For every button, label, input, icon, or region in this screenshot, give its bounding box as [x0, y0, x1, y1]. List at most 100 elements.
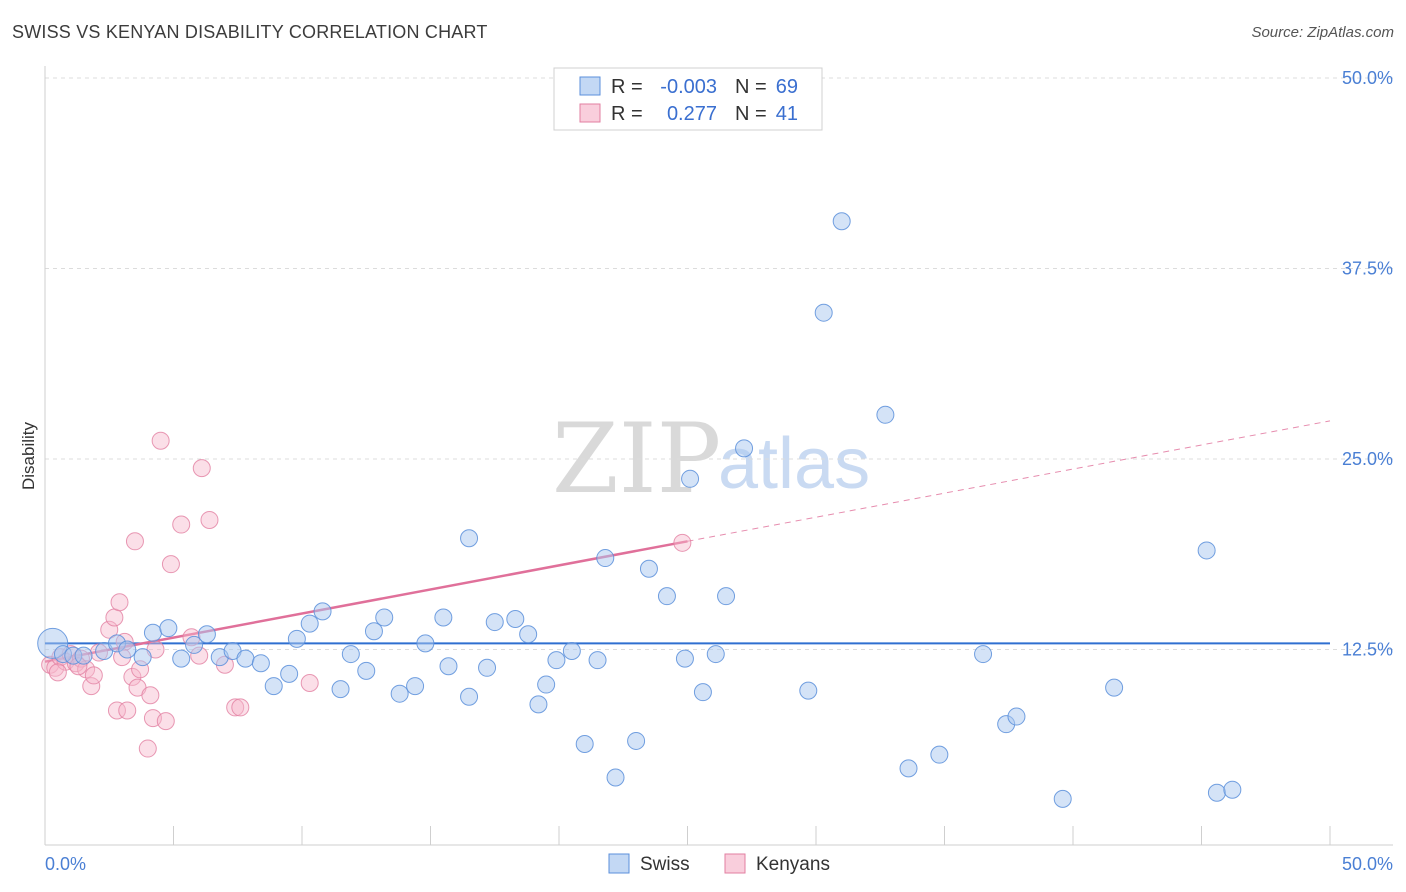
tick-labels: 12.5% 25.0% 37.5% 50.0% 0.0% 50.0% — [45, 68, 1393, 874]
swiss-point — [364, 622, 383, 641]
swiss-point — [899, 759, 918, 778]
kenyan-point — [300, 674, 319, 693]
kenyan-point — [84, 666, 103, 685]
swiss-point — [185, 635, 204, 654]
y-tick-label: 50.0% — [1342, 68, 1393, 88]
legend-r-label-kenyans: R = — [611, 103, 643, 125]
kenyan-point — [107, 701, 126, 720]
swiss-point — [575, 734, 594, 753]
swiss-point — [406, 677, 425, 696]
legend-n-value-kenyans: 41 — [776, 103, 798, 125]
swiss-point — [562, 642, 581, 661]
legend-r-value-swiss: -0.003 — [660, 76, 717, 98]
swiss-point — [693, 683, 712, 702]
legend-n-label-kenyans: N = — [735, 103, 767, 125]
swiss-point — [357, 661, 376, 680]
swiss-point — [300, 614, 319, 633]
swiss-point — [416, 634, 435, 653]
swiss-point — [529, 695, 548, 714]
swiss-point — [478, 658, 497, 677]
swiss-point — [675, 649, 694, 668]
kenyan-point — [141, 686, 160, 705]
swiss-point — [1207, 783, 1226, 802]
swiss-point — [460, 687, 479, 706]
kenyan-point — [200, 510, 219, 529]
bottom-legend-swatch-kenyans — [724, 853, 746, 874]
swiss-point — [832, 212, 851, 231]
kenyan-point — [226, 698, 245, 717]
x-tick-label-min: 0.0% — [45, 854, 86, 874]
y-tick-label: 37.5% — [1342, 259, 1393, 279]
swiss-point — [197, 625, 216, 644]
y-tick-label: 12.5% — [1342, 640, 1393, 660]
swiss-point — [519, 625, 538, 644]
swiss-point — [1223, 780, 1242, 799]
swiss-point — [172, 649, 191, 668]
swiss-point — [814, 303, 833, 322]
swiss-point — [639, 559, 658, 578]
kenyan-point — [110, 593, 129, 612]
y-axis-label: Disability — [19, 421, 38, 490]
swiss-point — [251, 654, 270, 673]
swiss-point — [506, 610, 525, 629]
swiss-point — [331, 680, 350, 699]
kenyan-point — [123, 667, 142, 686]
axes — [44, 66, 1393, 846]
y-tick-label: 25.0% — [1342, 449, 1393, 469]
kenyan-point — [105, 608, 124, 627]
correlation-legend: R = -0.003 N = 69 R = 0.277 N = 41 — [553, 67, 823, 131]
swiss-point — [681, 469, 700, 488]
kenyan-point — [118, 701, 137, 720]
kenyan-point — [125, 532, 144, 551]
kenyan-point — [172, 515, 191, 534]
kenyan-point — [156, 712, 175, 731]
series-legend: Swiss Kenyans — [608, 853, 830, 875]
swiss-point — [143, 623, 162, 642]
swiss-point — [930, 745, 949, 764]
gridlines — [45, 77, 1393, 650]
swiss-point — [74, 646, 93, 665]
swiss-point — [706, 645, 725, 664]
bottom-legend-label-swiss: Swiss — [640, 854, 690, 875]
watermark-atlas: atlas — [718, 424, 870, 504]
swiss-point — [974, 645, 993, 664]
swiss-point — [159, 619, 178, 638]
swiss-point — [485, 613, 504, 632]
kenyan-point — [48, 663, 67, 682]
swiss-point — [596, 549, 615, 568]
source-label: Source: ZipAtlas.com — [1251, 24, 1394, 41]
kenyan-trend-extension — [687, 420, 1331, 542]
kenyan-point — [82, 677, 101, 696]
swiss-point — [547, 651, 566, 670]
kenyan-point — [192, 459, 211, 478]
legend-r-value-kenyans: 0.277 — [667, 103, 717, 125]
chart-title: SWISS VS KENYAN DISABILITY CORRELATION C… — [12, 22, 488, 42]
kenyan-point — [100, 620, 119, 639]
swiss-point — [390, 684, 409, 703]
swiss-point — [439, 657, 458, 676]
swiss-point — [341, 645, 360, 664]
legend-swatch-swiss — [579, 76, 601, 96]
swiss-point — [434, 608, 453, 627]
swiss-point — [280, 664, 299, 683]
kenyan-point — [138, 739, 157, 758]
bottom-legend-label-kenyans: Kenyans — [756, 854, 830, 875]
swiss-point — [588, 651, 607, 670]
legend-r-label-swiss: R = — [611, 76, 643, 98]
swiss-point — [460, 529, 479, 548]
legend-n-label-swiss: N = — [735, 76, 767, 98]
swiss-point — [1007, 707, 1026, 726]
swiss-point — [606, 768, 625, 787]
swiss-point — [657, 587, 676, 606]
swiss-point — [1053, 789, 1072, 808]
swiss-point — [876, 405, 895, 424]
swiss-point — [375, 608, 394, 627]
kenyan-point — [151, 431, 170, 450]
bottom-legend-swatch-swiss — [608, 853, 630, 874]
kenyan-point — [161, 555, 180, 574]
legend-swatch-kenyans — [579, 103, 601, 123]
legend-n-value-swiss: 69 — [776, 76, 798, 98]
swiss-point — [313, 602, 332, 621]
kenyan-point — [673, 533, 692, 552]
swiss-point — [735, 439, 754, 458]
